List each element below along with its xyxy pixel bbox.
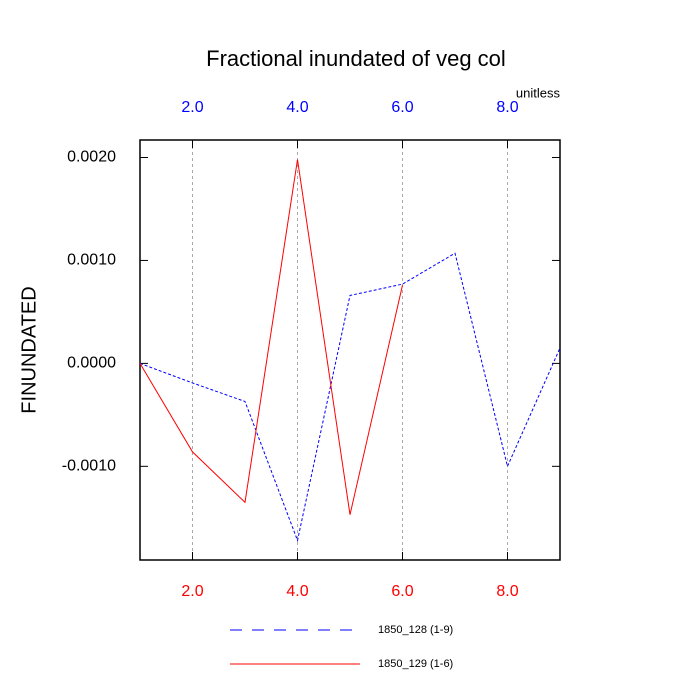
series-line — [139, 159, 403, 515]
x-tick-label-top: 4.0 — [286, 99, 308, 116]
x-tick-label-top: 8.0 — [496, 99, 518, 116]
y-tick-label: -0.0010 — [62, 458, 116, 475]
x-tick-label: 4.0 — [286, 583, 308, 600]
chart-title: Fractional inundated of veg col — [206, 46, 506, 71]
legend-label: 1850_128 (1-9) — [378, 624, 453, 636]
x-tick-label-top: 2.0 — [181, 99, 203, 116]
series-line — [139, 252, 561, 543]
y-tick-label: 0.0010 — [67, 252, 116, 269]
y-tick-label: 0.0000 — [67, 355, 116, 372]
x-tick-label-top: 6.0 — [391, 99, 413, 116]
x-tick-label: 6.0 — [391, 583, 413, 600]
x-units-label: unitless — [516, 85, 561, 100]
x-tick-label: 2.0 — [181, 583, 203, 600]
y-axis-label: FINUNDATED — [18, 286, 40, 413]
plot-frame — [139, 139, 561, 561]
x-tick-label: 8.0 — [496, 583, 518, 600]
y-tick-label: 0.0020 — [67, 149, 116, 166]
legend-label: 1850_129 (1-6) — [378, 658, 453, 670]
